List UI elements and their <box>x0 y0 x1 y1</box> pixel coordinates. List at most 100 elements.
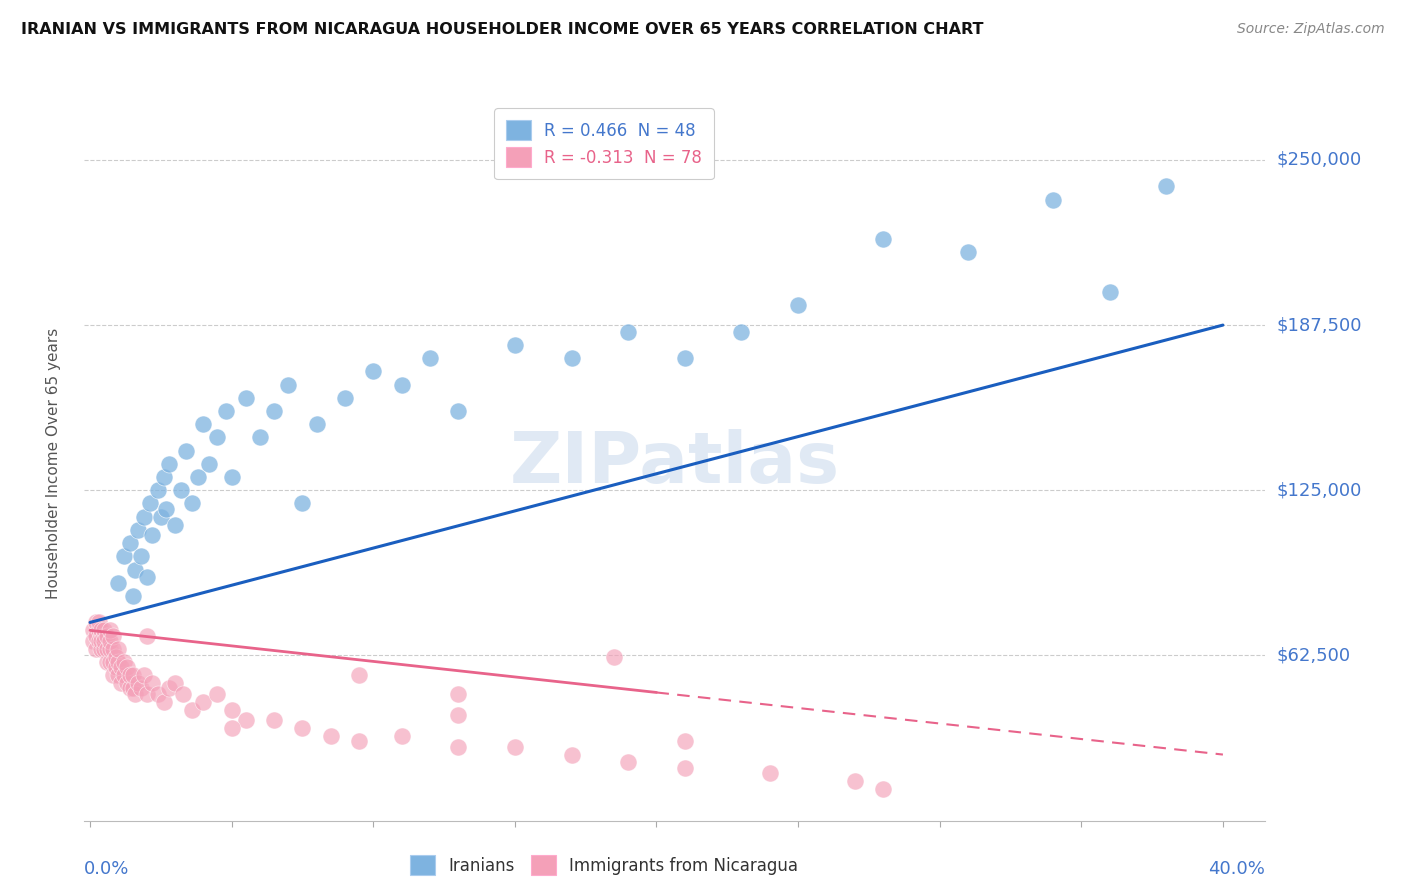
Point <box>110 676 132 690</box>
Point <box>90 624 112 638</box>
Point <box>163 676 186 690</box>
Point <box>84 641 107 656</box>
Point <box>104 660 127 674</box>
Point <box>127 523 149 537</box>
Point <box>107 641 129 656</box>
Point <box>787 298 810 312</box>
Point <box>124 687 146 701</box>
Point <box>101 668 124 682</box>
Point <box>157 681 180 696</box>
Point <box>215 404 238 418</box>
Point <box>291 496 314 510</box>
Point <box>96 629 118 643</box>
Point <box>107 655 129 669</box>
Point <box>391 729 413 743</box>
Point <box>333 391 356 405</box>
Point <box>96 641 118 656</box>
Point <box>110 660 132 674</box>
Text: 40.0%: 40.0% <box>1209 860 1265 878</box>
Point <box>121 589 143 603</box>
Point <box>93 624 115 638</box>
Point <box>181 703 204 717</box>
Point <box>93 634 115 648</box>
Point <box>844 774 866 789</box>
Point <box>249 430 271 444</box>
Point <box>361 364 384 378</box>
Point <box>207 430 229 444</box>
Text: 0.0%: 0.0% <box>84 860 129 878</box>
Point <box>90 641 112 656</box>
Point <box>82 624 104 638</box>
Point <box>176 443 198 458</box>
Point <box>101 641 124 656</box>
Point <box>221 721 243 735</box>
Point <box>90 629 112 643</box>
Point <box>112 668 135 682</box>
Text: ZIPatlas: ZIPatlas <box>510 429 839 499</box>
Point <box>305 417 328 432</box>
Point <box>560 351 582 365</box>
Point <box>1042 193 1064 207</box>
Point <box>673 351 696 365</box>
Point <box>447 707 470 722</box>
Point <box>181 496 204 510</box>
Point <box>447 739 470 754</box>
Point <box>132 668 155 682</box>
Point <box>291 721 314 735</box>
Point <box>82 634 104 648</box>
Point <box>503 338 526 352</box>
Point <box>221 470 243 484</box>
Point <box>673 734 696 748</box>
Point <box>277 377 299 392</box>
Point <box>84 629 107 643</box>
Point <box>135 687 157 701</box>
Point <box>93 629 115 643</box>
Point <box>98 641 121 656</box>
Point <box>127 676 149 690</box>
Point <box>93 641 115 656</box>
Point <box>872 781 894 796</box>
Point <box>235 713 257 727</box>
Point <box>152 470 174 484</box>
Point <box>235 391 257 405</box>
Point <box>101 629 124 643</box>
Point <box>603 649 626 664</box>
Point <box>169 483 191 498</box>
Text: IRANIAN VS IMMIGRANTS FROM NICARAGUA HOUSEHOLDER INCOME OVER 65 YEARS CORRELATIO: IRANIAN VS IMMIGRANTS FROM NICARAGUA HOU… <box>21 22 984 37</box>
Point <box>263 713 285 727</box>
Point <box>155 501 177 516</box>
Point <box>758 766 780 780</box>
Point <box>87 615 110 630</box>
Point <box>135 629 157 643</box>
Point <box>146 687 169 701</box>
Point <box>118 668 141 682</box>
Point <box>173 687 195 701</box>
Point <box>87 634 110 648</box>
Point <box>115 660 138 674</box>
Point <box>1098 285 1121 299</box>
Point <box>617 325 640 339</box>
Point <box>1154 179 1177 194</box>
Point <box>87 624 110 638</box>
Point <box>617 756 640 770</box>
Point <box>141 528 163 542</box>
Point <box>135 570 157 584</box>
Point <box>447 404 470 418</box>
Point <box>84 615 107 630</box>
Legend: Iranians, Immigrants from Nicaragua: Iranians, Immigrants from Nicaragua <box>401 847 807 884</box>
Point <box>391 377 413 392</box>
Text: Source: ZipAtlas.com: Source: ZipAtlas.com <box>1237 22 1385 37</box>
Point <box>96 655 118 669</box>
Point <box>138 496 160 510</box>
Point <box>560 747 582 762</box>
Y-axis label: Householder Income Over 65 years: Householder Income Over 65 years <box>46 328 60 599</box>
Point <box>118 681 141 696</box>
Point <box>163 517 186 532</box>
Point <box>141 676 163 690</box>
Point <box>152 695 174 709</box>
Point <box>198 457 221 471</box>
Point <box>112 549 135 564</box>
Point <box>263 404 285 418</box>
Text: $62,500: $62,500 <box>1277 647 1351 665</box>
Point <box>112 655 135 669</box>
